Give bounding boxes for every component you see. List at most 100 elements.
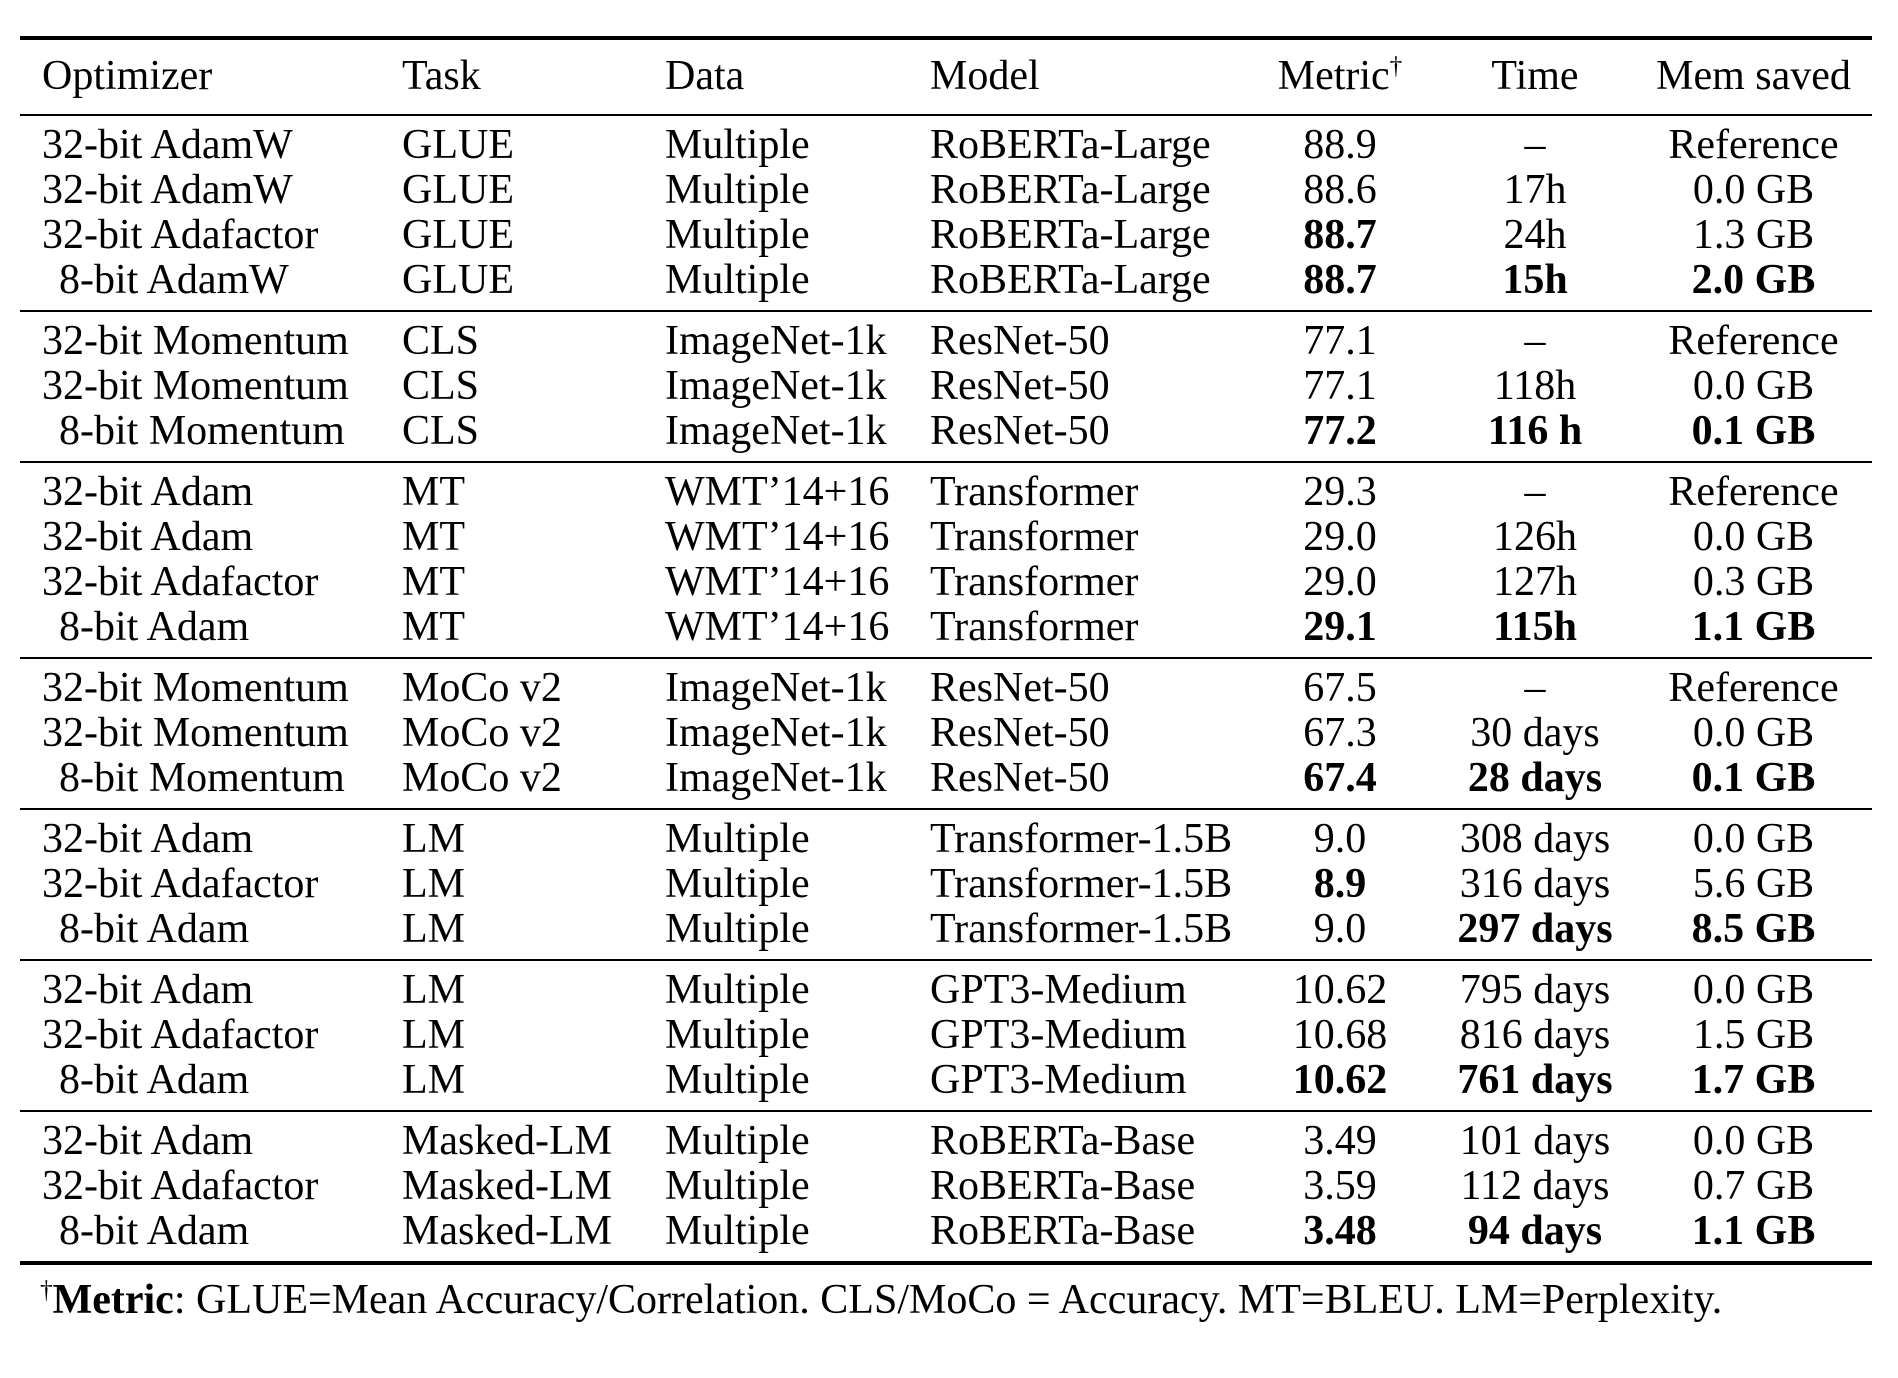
- cell-data: Multiple: [665, 1110, 930, 1164]
- cell-time: 15h: [1502, 257, 1568, 303]
- cell-model: Transformer: [930, 514, 1139, 560]
- cell-metric: 10.68: [1292, 1012, 1388, 1058]
- table-row: 8-bit Adam MT WMT’14+16 Transformer 29.1 115h…: [20, 605, 1872, 658]
- cell-model: ResNet-50: [930, 408, 1110, 454]
- cell-model: RoBERTa-Large: [930, 212, 1211, 258]
- cell-metric: 88.7: [1303, 257, 1377, 303]
- cell-model: GPT3-Medium: [930, 1057, 1187, 1103]
- cell-data: Multiple: [665, 959, 930, 1013]
- cell-metric: 77.2: [1303, 408, 1377, 454]
- cell-model: RoBERTa-Large: [930, 167, 1211, 213]
- cell-model: Transformer: [930, 461, 1245, 515]
- cell-time: 126h: [1493, 514, 1577, 560]
- cell-model: ResNet-50: [930, 363, 1110, 409]
- footnote-dagger-icon: †: [40, 1277, 53, 1304]
- cell-data: ImageNet-1k: [665, 310, 930, 364]
- cell-metric: 88.7: [1303, 212, 1377, 258]
- cell-mem: 0.7 GB: [1692, 1163, 1815, 1209]
- cell-mem: 1.1 GB: [1691, 1208, 1816, 1254]
- table-row: 32-bit Adafactor Masked-LM Multiple RoBERTa…: [20, 1164, 1872, 1209]
- cell-time: 112 days: [1460, 1163, 1610, 1209]
- col-header-mem-saved: Mem saved: [1635, 38, 1872, 116]
- cell-time: 761 days: [1457, 1057, 1613, 1103]
- table-row: 8-bit Adam LM Multiple GPT3-Medium 10.62 761 …: [20, 1058, 1872, 1111]
- cell-optimizer: 32-bit Adafactor: [42, 861, 319, 907]
- col-header-task: Task: [402, 38, 665, 116]
- cell-optimizer: 8-bit Adam: [59, 1057, 250, 1103]
- cell-data: Multiple: [665, 212, 810, 258]
- cell-time: 28 days: [1467, 755, 1603, 801]
- cell-model: GPT3-Medium: [930, 1012, 1187, 1058]
- cell-task: LM: [402, 1057, 465, 1103]
- cell-metric: 8.9: [1313, 861, 1367, 907]
- cell-mem: Reference: [1635, 657, 1872, 711]
- cell-task: GLUE: [402, 212, 514, 258]
- cell-time: 30 days: [1470, 710, 1600, 756]
- cell-task: LM: [402, 861, 465, 907]
- dagger-icon: †: [1389, 53, 1403, 80]
- cell-mem: Reference: [1635, 310, 1872, 364]
- table-body: 32-bit AdamW GLUE Multiple RoBERTa-Large 88.…: [20, 115, 1872, 1263]
- cell-mem: 0.1 GB: [1691, 755, 1816, 801]
- table-row: 8-bit Momentum CLS ImageNet-1k ResNet-50 77.…: [20, 409, 1872, 462]
- cell-mem: 0.0 GB: [1692, 167, 1815, 213]
- cell-data: Multiple: [665, 1163, 810, 1209]
- col-header-model: Model: [930, 38, 1245, 116]
- table-row: 8-bit Momentum MoCo v2 ImageNet-1k ResNet-5…: [20, 756, 1872, 809]
- cell-mem: 0.0 GB: [1692, 363, 1815, 409]
- cell-mem: 1.7 GB: [1691, 1057, 1816, 1103]
- cell-task: CLS: [402, 310, 665, 364]
- cell-optimizer: 32-bit Momentum: [42, 363, 349, 409]
- cell-optimizer: 32-bit Momentum: [42, 710, 349, 756]
- cell-model: ResNet-50: [930, 657, 1245, 711]
- col-header-metric: Metric†: [1245, 38, 1435, 116]
- cell-metric: 29.3: [1245, 461, 1435, 515]
- cell-task: CLS: [402, 363, 480, 409]
- cell-model: ResNet-50: [930, 310, 1245, 364]
- cell-task: LM: [402, 1012, 465, 1058]
- cell-metric: 67.5: [1245, 657, 1435, 711]
- footnote-text: : GLUE=Mean Accuracy/Correlation. CLS/Mo…: [173, 1277, 1723, 1323]
- cell-model: Transformer-1.5B: [930, 906, 1233, 952]
- cell-time: 24h: [1503, 212, 1567, 258]
- cell-mem: 0.0 GB: [1635, 1110, 1872, 1164]
- cell-mem: 1.5 GB: [1692, 1012, 1815, 1058]
- cell-mem: 0.0 GB: [1692, 710, 1815, 756]
- cell-metric: 67.3: [1303, 710, 1377, 756]
- cell-metric: 10.62: [1245, 959, 1435, 1013]
- cell-time: –: [1435, 461, 1635, 515]
- cell-model: RoBERTa-Base: [930, 1208, 1196, 1254]
- cell-time: 115h: [1492, 604, 1578, 650]
- cell-mem: 1.1 GB: [1691, 604, 1816, 650]
- cell-mem: 0.0 GB: [1635, 808, 1872, 862]
- table-row: 32-bit AdamW GLUE Multiple RoBERTa-Large 88.…: [20, 168, 1872, 213]
- cell-data: WMT’14+16: [665, 559, 890, 605]
- cell-metric: 29.1: [1303, 604, 1377, 650]
- cell-mem: Reference: [1668, 122, 1839, 168]
- cell-model: RoBERTa-Large: [930, 122, 1211, 168]
- cell-task: GLUE: [402, 167, 514, 213]
- table-row: 32-bit Momentum MoCo v2 ImageNet-1k ResNet-…: [20, 711, 1872, 756]
- cell-metric: 29.0: [1303, 514, 1377, 560]
- cell-metric: 9.0: [1313, 906, 1367, 952]
- table-header: Optimizer Task Data Model Metric† Time M…: [20, 38, 1872, 116]
- cell-metric: 29.0: [1303, 559, 1377, 605]
- cell-task: MoCo v2: [402, 710, 562, 756]
- cell-metric: 3.49: [1245, 1110, 1435, 1164]
- table-row: 32-bit Adafactor LM Multiple GPT3-Medium 10.…: [20, 1013, 1872, 1058]
- cell-data: Multiple: [665, 167, 810, 213]
- cell-data: Multiple: [665, 906, 810, 952]
- col-header-metric-label: Metric: [1277, 53, 1390, 99]
- cell-metric: 9.0: [1245, 808, 1435, 862]
- cell-model: ResNet-50: [930, 710, 1110, 756]
- cell-data: Multiple: [665, 1208, 810, 1254]
- cell-time: 316 days: [1459, 861, 1611, 907]
- cell-task: GLUE: [402, 122, 514, 168]
- cell-model: GPT3-Medium: [930, 959, 1245, 1013]
- cell-optimizer: 32-bit Adam: [42, 514, 254, 560]
- cell-task: MT: [402, 604, 465, 650]
- table-row: 32-bit Momentum CLS ImageNet-1k ResNet-50 77…: [20, 310, 1872, 364]
- cell-mem: 0.3 GB: [1692, 559, 1815, 605]
- cell-task: Masked-LM: [402, 1163, 612, 1209]
- cell-time: 816 days: [1459, 1012, 1611, 1058]
